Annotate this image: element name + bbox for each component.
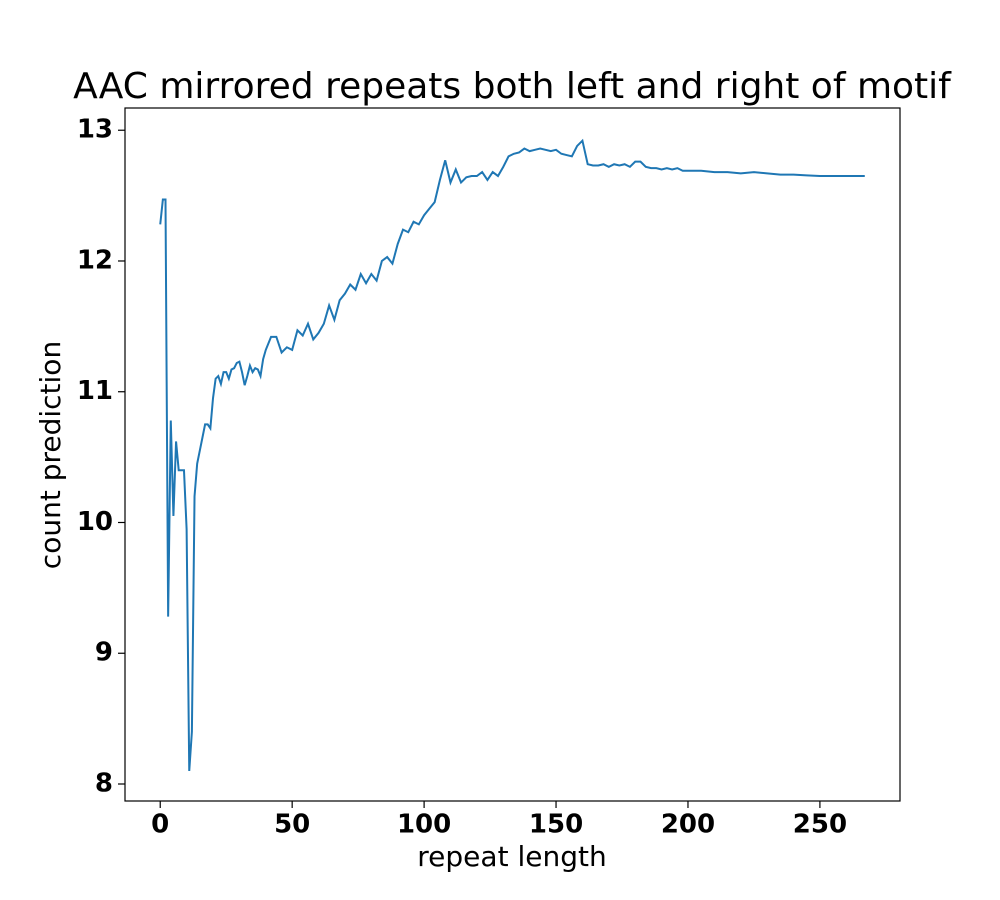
x-tick-label: 100: [397, 810, 451, 840]
x-tick-label: 50: [274, 810, 310, 840]
y-tick-label: 9: [95, 638, 113, 668]
x-tick-label: 150: [529, 810, 583, 840]
x-axis-label: repeat length: [417, 840, 606, 873]
y-axis-label: count prediction: [34, 341, 67, 569]
y-tick-label: 13: [77, 115, 113, 145]
x-tick-label: 200: [661, 810, 715, 840]
y-tick-label: 8: [95, 769, 113, 799]
chart-title: AAC mirrored repeats both left and right…: [73, 66, 952, 107]
y-tick-label: 10: [77, 507, 113, 537]
x-tick-label: 250: [793, 810, 847, 840]
x-tick-label: 0: [151, 810, 169, 840]
line: [159, 138, 865, 771]
plot-frame: [124, 107, 901, 802]
y-tick-label: 12: [77, 245, 113, 275]
y-tick-label: 11: [77, 376, 113, 406]
